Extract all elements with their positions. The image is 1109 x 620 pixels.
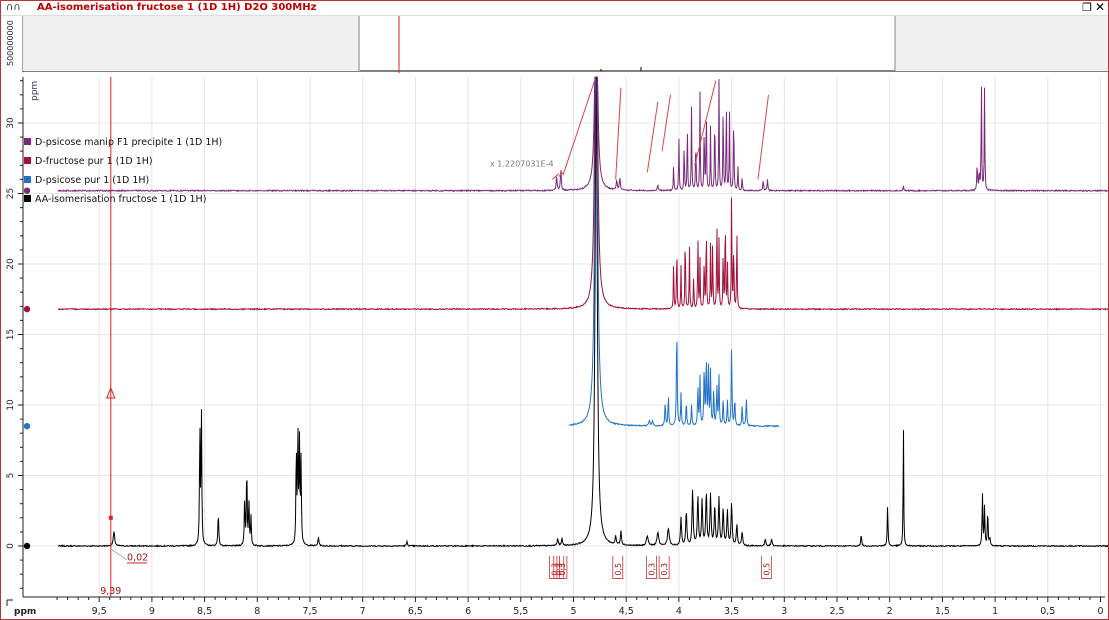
integral-bracket[interactable] <box>658 555 670 579</box>
integral-bracket[interactable] <box>556 555 568 579</box>
x-tick-label: 4 <box>676 606 682 617</box>
overview-shade-right <box>895 16 1108 71</box>
y-tick-label: 25 <box>6 188 16 199</box>
y-tick-label: 20 <box>6 258 16 270</box>
y-tick-label: 0 <box>6 543 16 549</box>
integral-curve[interactable] <box>558 171 564 177</box>
axis-corner-icon <box>6 599 13 606</box>
integral-label: 0,3 <box>555 563 564 576</box>
x-tick-label: 6 <box>465 606 471 617</box>
y-tick-label: 15 <box>6 329 16 340</box>
overview-svg: 500000000 <box>1 16 1108 74</box>
legend-swatch <box>24 157 31 164</box>
cursor-arrow-icon <box>106 386 116 399</box>
integral-label: 0,3 <box>551 563 560 576</box>
legend-label: D-fructose pur 1 (1D 1H) <box>35 156 153 167</box>
window-titlebar: ∩∩ AA-isomerisation fructose 1 (1D 1H) D… <box>1 1 1108 16</box>
integral-label: 0,5 <box>614 563 623 576</box>
restore-icon[interactable]: ❐ <box>1082 1 1092 14</box>
integral-curve[interactable] <box>694 80 717 166</box>
x-tick-label: 9 <box>149 606 155 617</box>
legend-swatch <box>24 176 31 183</box>
overview-shade-left <box>23 16 360 71</box>
plot-grid <box>23 77 1105 597</box>
x-tick-label: 3 <box>781 606 787 617</box>
y-axis-label: ppm <box>30 81 40 101</box>
integral-curve[interactable] <box>757 94 769 180</box>
close-icon[interactable]: ✕ <box>1094 0 1105 14</box>
window-title: AA-isomerisation fructose 1 (1D 1H) D2O … <box>37 2 317 13</box>
integral-curve[interactable] <box>646 101 659 173</box>
x-tick-label: 6,5 <box>408 606 423 617</box>
cursor-leader <box>110 548 128 561</box>
legend-entry[interactable]: D-fructose pur 1 (1D 1H) <box>24 156 153 167</box>
integral-curve[interactable] <box>552 173 560 180</box>
x-tick-label: 5 <box>570 606 576 617</box>
overview-pane[interactable]: 500000000 <box>1 16 1108 74</box>
series-line <box>57 76 1108 193</box>
x-tick-label: 1,5 <box>935 606 950 617</box>
series-marker[interactable] <box>23 542 31 550</box>
overview-axis-label: 500000000 <box>6 20 15 66</box>
series-group <box>23 76 1108 550</box>
plot-background <box>23 77 1105 597</box>
y-tick-label: 30 <box>6 117 16 129</box>
legend-swatch <box>24 195 31 202</box>
legend-label: D-psicose pur 1 (1D 1H) <box>35 175 150 186</box>
legend-label: D-psicose manip F1 precipite 1 (1D 1H) <box>35 137 223 148</box>
x-tick-label: 7,5 <box>302 606 317 617</box>
x-tick-label: 1 <box>992 606 998 617</box>
series-marker[interactable] <box>23 187 31 194</box>
integral-label: 0,3 <box>660 563 669 576</box>
series-marker[interactable] <box>23 422 31 430</box>
integral-curve[interactable] <box>615 87 622 180</box>
x-tick-label: 4,5 <box>619 606 634 617</box>
integral-bracket[interactable] <box>646 555 657 579</box>
cursor-value-label: 0,02 <box>127 552 148 563</box>
integral-label: 0,3 <box>647 563 656 576</box>
series-marker[interactable] <box>23 305 31 313</box>
x-tick-label: 7 <box>360 606 366 617</box>
x-tick-label: 2 <box>887 606 893 617</box>
integral-label: 0,3 <box>558 563 567 576</box>
legend-entry[interactable]: D-psicose pur 1 (1D 1H) <box>24 175 149 186</box>
x-tick-label: 9,5 <box>92 606 107 617</box>
scale-label: x 1.2207031E-4 <box>490 160 554 169</box>
x-tick-label: 0,5 <box>1040 606 1055 617</box>
series-line <box>568 76 780 428</box>
integral-bracket[interactable] <box>612 555 624 579</box>
x-axis: 9,5 9 8,5 8 7,5 7 6,5 6 5,5 5 4,5 4 3,5 3 2,5 2 1,5 1 0,5 0… <box>6 596 1105 617</box>
x-tick-label: 5,5 <box>513 606 528 617</box>
x-tick-label: 8 <box>254 606 260 617</box>
integral-label: 0,5 <box>762 563 771 576</box>
annotations-group: 9,390,02x 1.2207031E-40,30,30,3 0,5 0,3 0,3… <box>100 77 772 597</box>
cursor-ppm-label: 9,39 <box>100 586 121 597</box>
cursor-handle[interactable] <box>108 515 113 520</box>
y-tick-label: 10 <box>6 399 16 411</box>
spectrum-icon: ∩∩ <box>6 2 21 13</box>
y-tick-label: 5 <box>6 473 16 479</box>
y-axis: 0 5 10 15 20 25 30 ppm <box>6 77 40 597</box>
integral-curve[interactable] <box>562 80 596 176</box>
x-tick-label: 0 <box>1097 606 1103 617</box>
legend-entry[interactable]: AA-isomerisation fructose 1 (1D 1H) <box>24 194 206 205</box>
series-line <box>57 76 1108 548</box>
x-tick-label: 8,5 <box>197 606 212 617</box>
legend-entry[interactable]: D-psicose manip F1 precipite 1 (1D 1H) <box>24 137 222 148</box>
x-tick-label: 2,5 <box>829 606 844 617</box>
legend-label: AA-isomerisation fructose 1 (1D 1H) <box>35 194 207 205</box>
legend-swatch <box>24 138 31 145</box>
series-line <box>57 76 1108 311</box>
integral-curve[interactable] <box>661 94 671 152</box>
integral-bracket[interactable] <box>760 555 772 579</box>
x-axis-label: ppm <box>14 607 36 617</box>
x-tick-label: 3,5 <box>724 606 739 617</box>
